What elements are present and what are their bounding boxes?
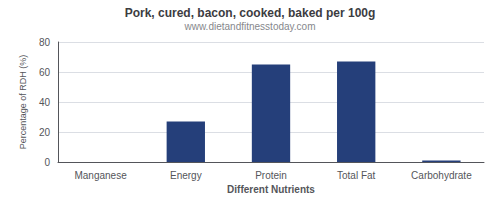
svg-text:60: 60 [39, 67, 51, 78]
svg-text:40: 40 [39, 97, 51, 108]
svg-text:80: 80 [39, 37, 51, 48]
svg-text:0: 0 [44, 157, 50, 168]
svg-text:Carbohydrate: Carbohydrate [411, 170, 472, 181]
svg-text:Different Nutrients: Different Nutrients [227, 184, 315, 195]
svg-text:Protein: Protein [255, 170, 287, 181]
svg-text:Percentage of RDH (%): Percentage of RDH (%) [18, 55, 28, 150]
svg-text:Energy: Energy [170, 170, 202, 181]
svg-text:20: 20 [39, 127, 51, 138]
svg-text:Manganese: Manganese [74, 170, 127, 181]
svg-text:Total Fat: Total Fat [337, 170, 376, 181]
svg-text:www.dietandfitnesstoday.com: www.dietandfitnesstoday.com [184, 21, 316, 32]
svg-text:Pork, cured, bacon, cooked, ba: Pork, cured, bacon, cooked, baked per 10… [125, 6, 376, 20]
